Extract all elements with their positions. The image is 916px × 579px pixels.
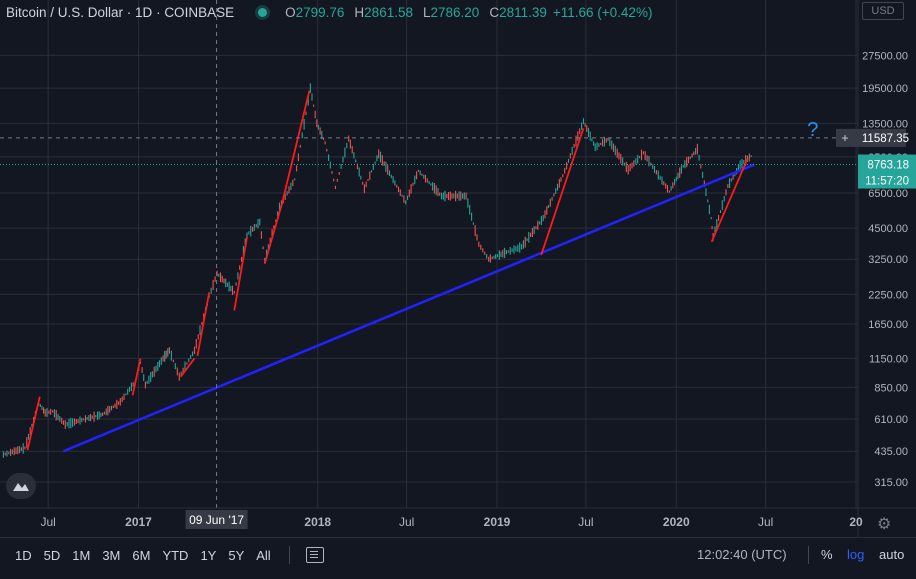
symbol-title[interactable]: Bitcoin / U.S. Dollar · 1D · COINBASE — [6, 4, 235, 20]
y-tick-label: 13500.00 — [862, 118, 908, 130]
chart-grid — [0, 0, 858, 508]
countdown-label: 11:57:20 — [865, 176, 909, 188]
rally-line — [233, 236, 248, 311]
y-tick-label: 850.00 — [874, 382, 908, 394]
x-tick-label: Jul — [399, 515, 414, 529]
open-value: 2799.76 — [295, 4, 345, 20]
last-price-label: 8763.18 — [867, 160, 909, 172]
range-5y[interactable]: 5Y — [228, 547, 245, 563]
crosshair-date-box — [185, 510, 248, 529]
time-axis[interactable]: Jul 2017 2018 Jul 2019 Jul 2020 Jul 20 09 Jun '17 — [0, 507, 916, 529]
range-all[interactable]: All — [256, 547, 271, 563]
y-tick-label: 1650.00 — [868, 319, 908, 331]
y-tick-label: 27500.00 — [862, 50, 908, 62]
y-tick-label: 435.00 — [874, 446, 908, 458]
market-status-icon — [258, 7, 268, 17]
auto-scale-toggle[interactable]: auto — [879, 547, 905, 562]
drawings: ? — [0, 0, 858, 508]
rally-line — [263, 203, 283, 264]
y-tick-label: 4500.00 — [868, 223, 908, 235]
crosshair-plus-icon: + — [841, 131, 848, 145]
change-value: +11.66 (+0.42%) — [552, 4, 653, 20]
go-to-date-icon[interactable] — [305, 547, 324, 563]
log-scale-toggle[interactable]: log — [847, 547, 865, 562]
crosshair-date-label: 09 Jun '17 — [189, 513, 244, 527]
tradingview-logo[interactable] — [6, 473, 36, 499]
high-label: H — [354, 4, 365, 20]
toolbar-divider — [288, 546, 290, 564]
x-tick-label: 2017 — [125, 515, 152, 529]
rally-line — [281, 90, 311, 205]
range-5d[interactable]: 5D — [43, 547, 61, 563]
crosshair-price-label: 11587.35 — [862, 133, 909, 145]
close-value: 2811.39 — [499, 4, 547, 20]
x-tick-label: 2018 — [304, 515, 331, 529]
x-tick-label: Jul — [40, 515, 55, 529]
cloud-icon — [13, 483, 29, 491]
y-tick-label: 3250.00 — [868, 254, 908, 266]
utc-clock[interactable]: 12:02:40 (UTC) — [697, 547, 787, 562]
x-tick-label: Jul — [578, 515, 593, 529]
x-tick-label: 20 — [849, 515, 863, 529]
y-tick-label: 1150.00 — [869, 353, 908, 365]
x-tick-label: 2020 — [663, 515, 690, 529]
rally-line — [540, 128, 585, 256]
bottom-toolbar: 1D 5D 1M 3M 6M YTD 1Y 5Y All 12:02:40 (U… — [0, 537, 916, 572]
close-label: C — [489, 4, 500, 20]
range-ytd[interactable]: YTD — [162, 547, 189, 563]
range-1m[interactable]: 1M — [72, 547, 91, 563]
y-tick-label: 2250.00 — [868, 289, 908, 301]
currency-button[interactable]: USD — [862, 2, 904, 20]
toolbar-divider-right — [808, 546, 809, 564]
y-tick-label: 610.00 — [874, 414, 908, 426]
range-1y[interactable]: 1Y — [200, 547, 217, 563]
low-label: L — [422, 4, 431, 20]
range-3m[interactable]: 3M — [102, 547, 121, 563]
settings-gear-icon[interactable]: ⚙ — [877, 516, 892, 533]
crosshair-price-box — [836, 128, 906, 147]
range-1d[interactable]: 1D — [15, 547, 32, 563]
y-tick-label: 6500.00 — [868, 188, 908, 200]
last-price-box — [858, 154, 916, 189]
question-annotation: ? — [807, 119, 818, 141]
price-chart[interactable]: ? 27500.0019500.0013500.009500.006500.00… — [0, 0, 916, 537]
high-value: 2861.58 — [364, 4, 413, 20]
low-value: 2786.20 — [430, 4, 480, 20]
price-axis[interactable]: 27500.0019500.0013500.009500.006500.0045… — [836, 0, 916, 537]
x-tick-label: Jul — [758, 515, 773, 529]
price-series — [2, 83, 752, 458]
x-tick-label: 2019 — [484, 515, 511, 529]
range-6m[interactable]: 6M — [132, 547, 151, 563]
trend-line — [62, 163, 755, 453]
rally-line — [196, 292, 211, 357]
rally-line — [710, 158, 749, 243]
y-tick-label: 315.00 — [874, 477, 908, 489]
y-tick-label: 19500.00 — [862, 83, 908, 95]
rally-line — [180, 357, 196, 378]
open-label: O — [285, 4, 296, 20]
rally-line — [131, 358, 142, 396]
rally-line — [26, 396, 41, 451]
percent-scale-toggle[interactable]: % — [821, 547, 833, 562]
